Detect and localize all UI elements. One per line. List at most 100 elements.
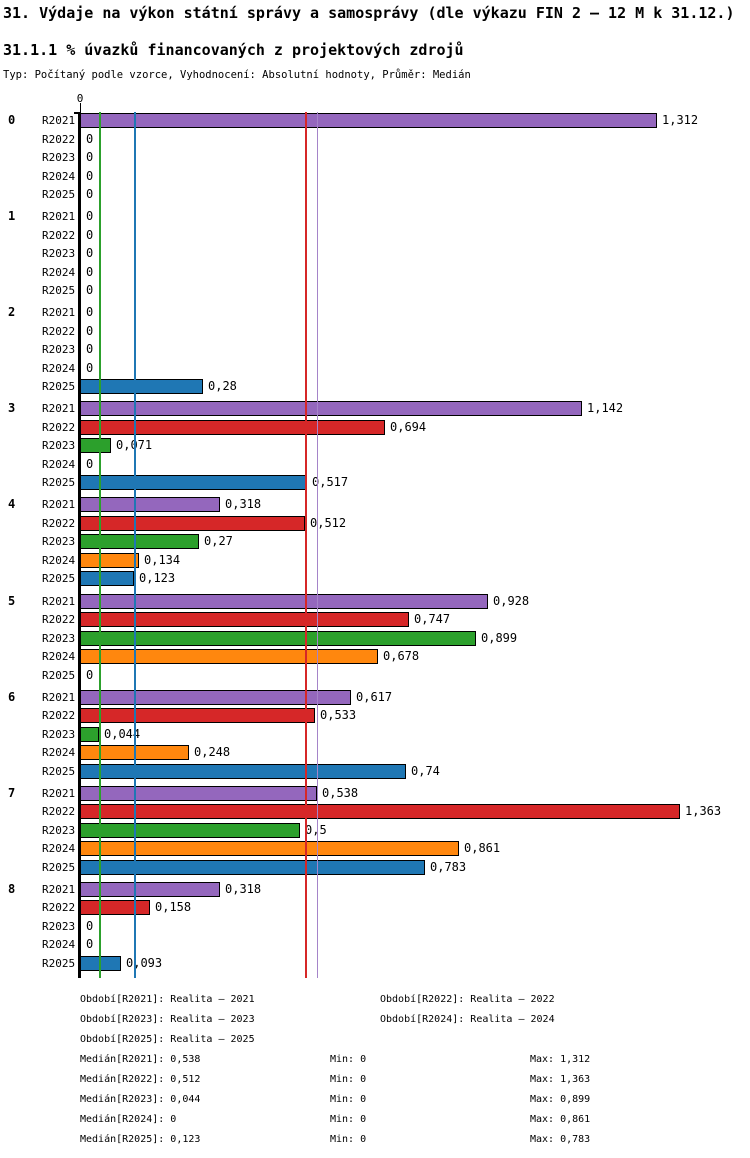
series-tick-label: R2023 <box>42 631 76 645</box>
page-title: 31. Výdaje na výkon státní správy a samo… <box>3 4 735 22</box>
x-axis-zero-label: 0 <box>76 92 84 105</box>
series-tick-label: R2025 <box>42 668 76 682</box>
median-line-R2022 <box>305 112 307 978</box>
value-label: 0,123 <box>139 571 176 586</box>
value-label: 0 <box>86 305 94 320</box>
value-label: 1,142 <box>587 401 624 416</box>
value-label: 0,74 <box>411 763 440 778</box>
legend-period-entry: Období[R2022]: Realita – 2022 <box>380 994 555 1005</box>
value-label: 0 <box>86 360 94 375</box>
legend-median-label: Medián[R2022]: 0,512 <box>80 1074 201 1085</box>
legend-period-entry: Období[R2024]: Realita – 2024 <box>380 1014 555 1025</box>
series-tick-label: R2021 <box>42 498 76 512</box>
value-label: 0,071 <box>116 438 152 453</box>
group-label: 1 <box>8 209 16 224</box>
series-tick-label: R2024 <box>42 746 76 760</box>
value-label: 0,694 <box>390 419 427 434</box>
series-tick-label: R2025 <box>42 284 76 298</box>
series-tick-label: R2024 <box>42 650 76 663</box>
value-label: 0 <box>86 264 94 279</box>
group-label: 2 <box>8 305 16 320</box>
series-tick-label: R2025 <box>42 476 76 490</box>
legend-period-entry: Období[R2021]: Realita – 2021 <box>80 994 255 1005</box>
value-label: 0,248 <box>194 745 231 760</box>
value-label: 0 <box>86 246 94 261</box>
x-axis-tick <box>79 103 81 112</box>
legend-max-label: Max: 1,363 <box>530 1074 591 1085</box>
section-title: 31.1.1 % úvazků financovaných z projekto… <box>3 41 464 59</box>
value-label: 0,5 <box>305 823 327 838</box>
group-label: 0 <box>8 113 16 127</box>
series-tick-label: R2024 <box>42 457 76 471</box>
series-tick-label: R2022 <box>42 709 76 723</box>
value-label: 0 <box>86 283 94 298</box>
legend-min-label: Min: 0 <box>330 1134 367 1145</box>
legend-max-label: Max: 0,861 <box>530 1114 591 1125</box>
legend-median-label: Medián[R2021]: 0,538 <box>80 1054 201 1065</box>
y-axis-line <box>78 112 81 978</box>
series-tick-label: R2023 <box>42 823 76 837</box>
series-tick-label: R2025 <box>42 860 76 874</box>
value-label: 0 <box>86 227 94 242</box>
series-tick-label: R2024 <box>42 553 76 567</box>
value-label: 0,512 <box>310 515 347 530</box>
series-tick-label: R2023 <box>42 151 76 164</box>
value-label: 0 <box>86 456 94 471</box>
value-label: 0 <box>86 187 94 201</box>
value-label: 0,318 <box>225 881 262 896</box>
series-tick-label: R2023 <box>42 919 76 933</box>
series-tick-label: R2023 <box>42 247 76 261</box>
value-label: 0,678 <box>383 649 420 663</box>
group-label: 7 <box>8 785 16 800</box>
value-label: 0 <box>86 209 94 224</box>
median-line-R2021 <box>316 112 319 978</box>
value-label: 0,617 <box>356 689 393 704</box>
legend-min-label: Min: 0 <box>330 1094 367 1105</box>
legend-max-label: Max: 1,312 <box>530 1054 591 1065</box>
series-tick-label: R2024 <box>42 938 76 952</box>
series-tick-label: R2021 <box>42 594 76 608</box>
series-tick-label: R2022 <box>42 228 76 242</box>
value-label: 0 <box>86 667 94 682</box>
series-tick-label: R2025 <box>42 764 76 778</box>
value-label: 0,517 <box>312 475 349 490</box>
value-label: 0,28 <box>208 379 237 394</box>
group-label: 5 <box>8 593 16 608</box>
legend-median-label: Medián[R2023]: 0,044 <box>80 1094 201 1105</box>
series-tick-label: R2024 <box>42 265 76 279</box>
series-tick-label: R2021 <box>42 402 76 416</box>
series-tick-label: R2022 <box>42 132 76 146</box>
value-label: 0 <box>86 323 94 338</box>
value-label: 0,27 <box>204 534 233 549</box>
value-label: 0,318 <box>225 497 262 512</box>
series-tick-label: R2023 <box>42 343 76 357</box>
series-tick-label: R2021 <box>42 210 76 224</box>
series-tick-label: R2021 <box>42 786 76 800</box>
legend-min-label: Min: 0 <box>330 1114 367 1125</box>
series-tick-label: R2022 <box>42 324 76 338</box>
group-label: 8 <box>8 881 16 896</box>
series-tick-label: R2025 <box>42 380 76 394</box>
series-tick-label: R2023 <box>42 439 76 453</box>
legend-max-label: Max: 0,899 <box>530 1094 591 1105</box>
series-tick-label: R2021 <box>42 114 76 127</box>
legend-period-entry: Období[R2023]: Realita – 2023 <box>80 1014 255 1025</box>
series-tick-label: R2022 <box>42 613 76 626</box>
series-tick-label: R2025 <box>42 572 76 586</box>
series-tick-label: R2024 <box>42 361 76 375</box>
legend-min-label: Min: 0 <box>330 1074 367 1085</box>
legend-min-label: Min: 0 <box>330 1054 367 1065</box>
value-label: 0 <box>86 168 94 183</box>
meta-line: Typ: Počítaný podle vzorce, Vyhodnocení:… <box>3 69 471 81</box>
value-label: 0,158 <box>155 900 192 915</box>
legend-max-label: Max: 0,783 <box>530 1134 591 1145</box>
value-label: 0 <box>86 937 94 952</box>
series-tick-label: R2022 <box>42 805 76 819</box>
series-tick-label: R2021 <box>42 690 76 704</box>
legend-median-label: Medián[R2025]: 0,123 <box>80 1134 201 1145</box>
series-tick-label: R2023 <box>42 727 76 741</box>
value-label: 0,538 <box>322 785 359 800</box>
